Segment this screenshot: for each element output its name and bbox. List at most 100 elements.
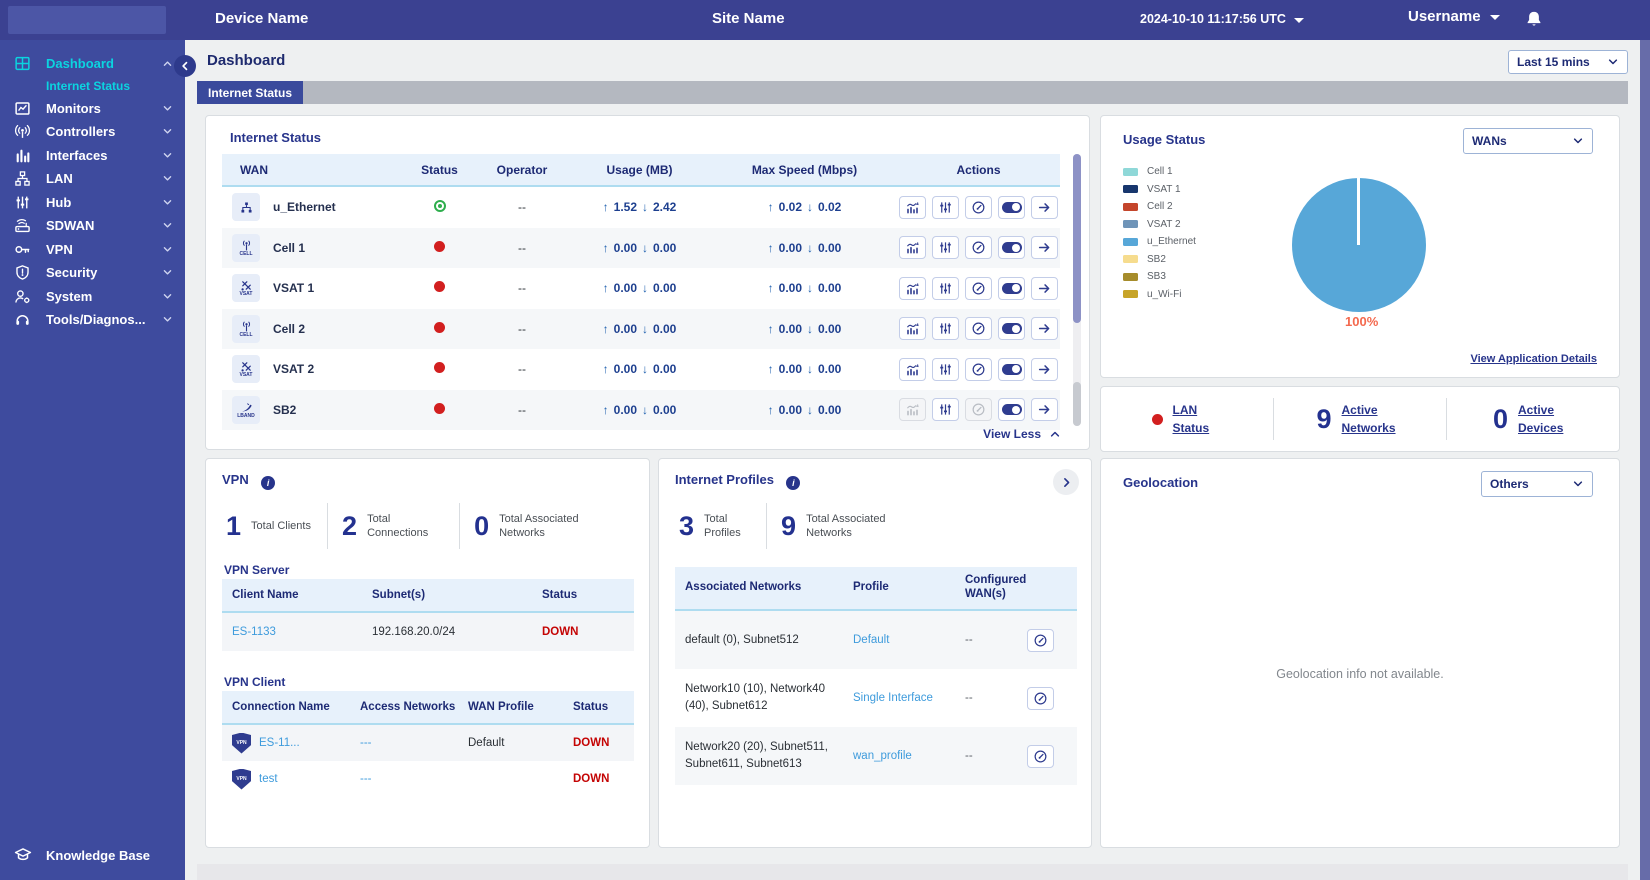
profile-speedtest-button[interactable] (1027, 744, 1054, 768)
sidebar-item-lan[interactable]: LAN (0, 167, 185, 191)
wan-detail-button[interactable] (1031, 317, 1058, 341)
configured-wans-value: -- (965, 692, 973, 704)
wan-speedtest-button[interactable] (965, 195, 992, 219)
arrow-right-icon (1037, 281, 1052, 296)
wan-priority-button[interactable] (932, 195, 959, 219)
active-devices-link[interactable]: Active Devices (1518, 403, 1564, 435)
wan-speedtest-button[interactable] (965, 398, 992, 422)
access-networks-value: --- (360, 737, 372, 749)
arrow-right-icon (1037, 240, 1052, 255)
wan-toggle-button[interactable] (998, 276, 1025, 300)
speed-down: 0.02 (818, 200, 842, 215)
table-row: CELL Cell 1 -- ↑ 0.00 ↓ 0.00 ↑ 0.00 ↓ 0.00 (222, 227, 1060, 268)
wan-priority-button[interactable] (932, 357, 959, 381)
profile-link[interactable]: wan_profile (853, 750, 912, 762)
sidebar-item-system[interactable]: System (0, 285, 185, 309)
trend-chart-icon (905, 281, 920, 296)
horizontal-scroll-area[interactable] (197, 864, 1628, 880)
wan-speedtest-button[interactable] (965, 236, 992, 260)
connection-link[interactable]: ES-11... (259, 737, 300, 749)
network-icon (14, 170, 31, 187)
wan-priority-button[interactable] (932, 317, 959, 341)
wan-name: VSAT 2 (273, 362, 315, 377)
sidebar-item-label: Monitors (46, 100, 101, 116)
sidebar-item-sdwan[interactable]: SDWAN (0, 214, 185, 238)
scrollbar-thumb[interactable] (1073, 382, 1081, 426)
active-networks-link[interactable]: Active Networks (1341, 403, 1396, 435)
wan-graph-button[interactable] (899, 357, 926, 381)
profile-link[interactable]: Single Interface (853, 692, 933, 704)
connection-link[interactable]: test (259, 773, 278, 785)
wan-detail-button[interactable] (1031, 276, 1058, 300)
table-row: Network20 (20), Subnet511, Subnet611, Su… (675, 727, 1077, 785)
geolocation-filter-dropdown[interactable]: Others (1481, 471, 1593, 497)
legend-item: Cell 2 (1123, 201, 1196, 212)
wan-detail-button[interactable] (1031, 236, 1058, 260)
gauge-icon (971, 281, 986, 296)
wan-graph-button[interactable] (899, 398, 926, 422)
wan-speedtest-button[interactable] (965, 276, 992, 300)
wan-toggle-button[interactable] (998, 236, 1025, 260)
usage-filter-dropdown[interactable]: WANs (1463, 128, 1593, 154)
col-usage: Usage (MB) (606, 162, 673, 177)
profile-speedtest-button[interactable] (1027, 628, 1054, 652)
wan-graph-button[interactable] (899, 236, 926, 260)
view-less-link[interactable]: View Less (983, 427, 1061, 441)
wan-detail-button[interactable] (1031, 357, 1058, 381)
profile-link[interactable]: Default (853, 634, 890, 646)
sidebar-item-vpn[interactable]: VPN (0, 238, 185, 262)
sidebar-item-security[interactable]: Security (0, 261, 185, 285)
sidebar-item-controllers[interactable]: Controllers (0, 120, 185, 144)
view-application-details-link[interactable]: View Application Details (1470, 353, 1597, 365)
wan-speedtest-button[interactable] (965, 357, 992, 381)
bar-chart-icon (14, 147, 31, 164)
wan-detail-button[interactable] (1031, 398, 1058, 422)
timestamp-dropdown[interactable]: 2024-10-10 11:17:56 UTC (1140, 12, 1304, 26)
sidebar-item-tools-diagnostics[interactable]: Tools/Diagnos... (0, 308, 185, 332)
wan-priority-button[interactable] (932, 276, 959, 300)
sidebar-collapse-button[interactable] (174, 55, 196, 77)
chevron-down-icon (1572, 135, 1584, 147)
user-menu[interactable]: Username (1408, 8, 1500, 25)
wan-graph-button[interactable] (899, 276, 926, 300)
wan-priority-button[interactable] (932, 398, 959, 422)
wan-speedtest-button[interactable] (965, 317, 992, 341)
scrollbar-thumb[interactable] (1073, 154, 1081, 323)
tab-internet-status[interactable]: Internet Status (197, 81, 303, 104)
wan-graph-button[interactable] (899, 317, 926, 341)
sidebar-item-dashboard[interactable]: Dashboard (0, 52, 185, 76)
wan-graph-button[interactable] (899, 195, 926, 219)
usage-down: 2.42 (653, 200, 677, 215)
knowledge-base-link[interactable]: Knowledge Base (0, 840, 185, 870)
pie-percent-label: 100% (1345, 314, 1379, 329)
sidebar-item-interfaces[interactable]: Interfaces (0, 144, 185, 168)
sidebar-item-monitors[interactable]: Monitors (0, 97, 185, 121)
legend-item: VSAT 2 (1123, 219, 1196, 230)
wan-name: u_Ethernet (273, 200, 336, 215)
usage-filter-value: WANs (1472, 134, 1507, 148)
legend-item: Cell 1 (1123, 166, 1196, 177)
page-scrollbar[interactable] (1640, 40, 1650, 880)
antenna-icon (14, 123, 31, 140)
wan-toggle-button[interactable] (998, 317, 1025, 341)
wan-priority-button[interactable] (932, 236, 959, 260)
panel-next-button[interactable] (1053, 469, 1079, 495)
legend-swatch (1123, 237, 1138, 246)
vpn-client-link[interactable]: ES-1133 (232, 626, 276, 638)
chevron-down-icon (162, 291, 173, 302)
wan-detail-button[interactable] (1031, 195, 1058, 219)
notifications-button[interactable] (1524, 9, 1544, 34)
profile-speedtest-button[interactable] (1027, 686, 1054, 710)
wan-toggle-button[interactable] (998, 357, 1025, 381)
sidebar-item-internet-status[interactable]: Internet Status (46, 78, 131, 93)
lan-status-link[interactable]: LAN Status (1172, 403, 1210, 435)
time-filter-dropdown[interactable]: Last 15 mins (1508, 50, 1628, 74)
wan-toggle-button[interactable] (998, 398, 1025, 422)
stat-total-associated-networks: 9 Total Associated Networks (766, 503, 925, 549)
arrow-right-icon (1037, 200, 1052, 215)
wan-toggle-button[interactable] (998, 195, 1025, 219)
scrollbar[interactable] (1073, 154, 1081, 426)
info-icon[interactable]: i (786, 476, 801, 490)
sidebar-item-hub[interactable]: Hub (0, 191, 185, 215)
info-icon[interactable]: i (261, 476, 276, 490)
